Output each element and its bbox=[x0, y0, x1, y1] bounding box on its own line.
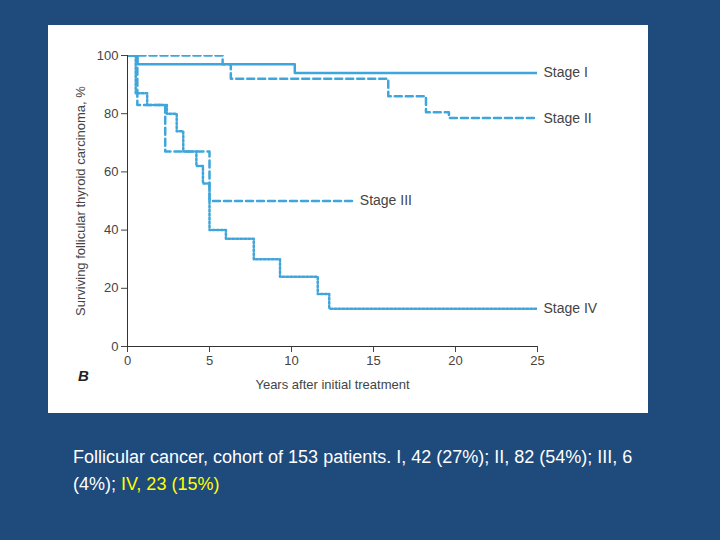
html-text:B: B bbox=[78, 367, 89, 384]
svg-text:0: 0 bbox=[124, 353, 131, 368]
html-text:Follicular cancer, cohort of 1: Follicular cancer, cohort of 153 patient… bbox=[73, 447, 633, 494]
svg-text:100: 100 bbox=[97, 48, 119, 63]
svg-text:5: 5 bbox=[206, 353, 213, 368]
svg-text:Stage IV: Stage IV bbox=[544, 300, 598, 316]
svg-text:Stage III: Stage III bbox=[360, 192, 412, 208]
svg-text:80: 80 bbox=[104, 106, 118, 121]
svg-text:Stage I: Stage I bbox=[544, 64, 588, 80]
svg-text:25: 25 bbox=[530, 353, 544, 368]
svg-text:20: 20 bbox=[448, 353, 462, 368]
svg-text:20: 20 bbox=[104, 280, 118, 295]
svg-text:Stage II: Stage II bbox=[544, 110, 592, 126]
svg-text:15: 15 bbox=[366, 353, 380, 368]
svg-text:40: 40 bbox=[104, 222, 118, 237]
svg-text:10: 10 bbox=[284, 353, 298, 368]
svg-text:0: 0 bbox=[111, 339, 118, 354]
svg-text:Surviving follicular thyroid c: Surviving follicular thyroid carcinoma, … bbox=[73, 86, 88, 316]
svg-text:Years after initial treatment: Years after initial treatment bbox=[255, 377, 410, 392]
svg-text:60: 60 bbox=[104, 164, 118, 179]
